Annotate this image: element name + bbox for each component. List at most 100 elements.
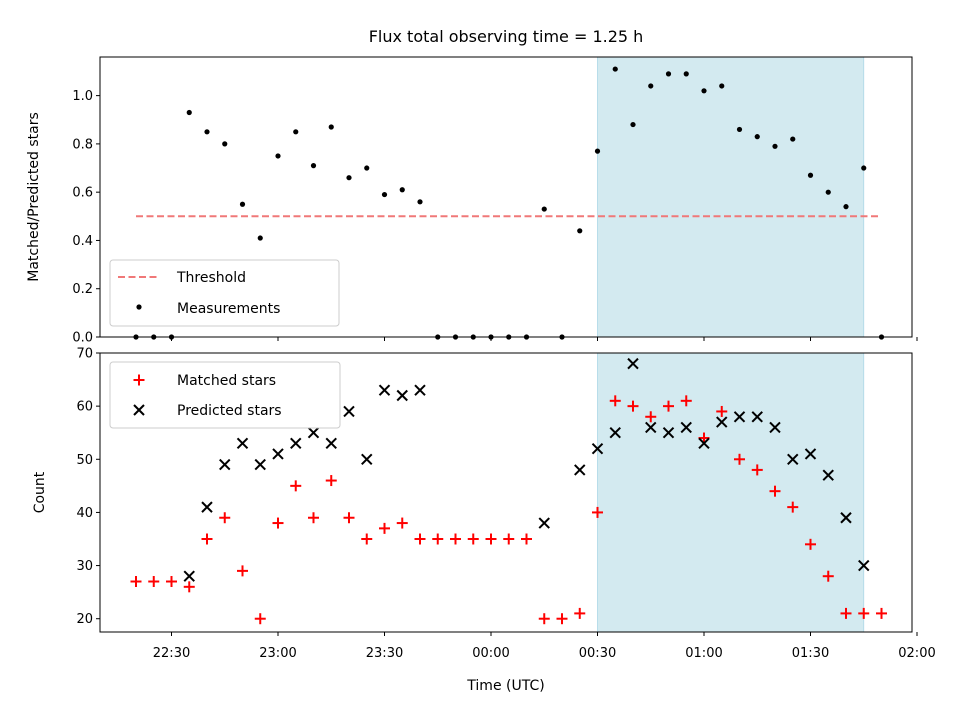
measurement-point bbox=[417, 199, 423, 205]
x-tick-label: 02:00 bbox=[898, 646, 935, 661]
matched-star-point bbox=[787, 501, 799, 513]
matched-star-point bbox=[414, 533, 426, 545]
matched-star-point bbox=[503, 533, 515, 545]
top-legend: Threshold Measurements bbox=[109, 259, 340, 327]
x-axis-label: Time (UTC) bbox=[466, 678, 544, 694]
bottom-y-axis-label: Count bbox=[32, 471, 48, 513]
measurement-point bbox=[275, 153, 281, 159]
predicted-star-point bbox=[751, 411, 763, 423]
measurement-point bbox=[399, 187, 405, 193]
predicted-star-point bbox=[272, 448, 284, 460]
top-y-ticks: 0.0 0.2 0.4 0.6 0.8 1.0 bbox=[72, 89, 100, 346]
bottom-x-ticks: 22:30 23:00 23:30 00:00 00:30 01:00 01:30 02:00 bbox=[153, 632, 936, 661]
y-tick-label: 0.6 bbox=[72, 186, 93, 201]
x-tick-label: 23:30 bbox=[366, 646, 403, 661]
matched-star-point bbox=[592, 506, 603, 518]
matched-star-point bbox=[645, 411, 657, 423]
bottom-legend-box bbox=[109, 361, 341, 429]
matched-star-point bbox=[396, 517, 408, 529]
bottom-panel: 20 30 40 50 60 70 22:30 23:00 23:30 00:00 00:30 01… bbox=[32, 347, 936, 695]
bottom-axes-frame bbox=[99, 352, 913, 633]
predicted-star-point bbox=[538, 517, 550, 529]
predicted-star-point bbox=[822, 469, 834, 481]
matched-star-point bbox=[432, 533, 444, 545]
matched-star-point bbox=[663, 400, 674, 412]
x-tick-label: 00:30 bbox=[579, 646, 616, 661]
y-tick-label: 60 bbox=[76, 400, 93, 415]
predicted-star-point bbox=[609, 427, 621, 439]
predicted-star-point bbox=[733, 411, 746, 423]
y-tick-label: 70 bbox=[76, 347, 93, 362]
predicted-star-point bbox=[787, 453, 799, 465]
measurement-point bbox=[577, 228, 583, 234]
predicted-star-point bbox=[236, 437, 249, 450]
top-shaded-region bbox=[597, 56, 865, 338]
measurement-point bbox=[257, 235, 263, 241]
top-axes-frame bbox=[99, 56, 913, 338]
x-tick-label: 01:30 bbox=[792, 646, 829, 661]
measurement-point bbox=[293, 129, 299, 135]
x-tick-label: 23:00 bbox=[259, 646, 296, 661]
matched-star-point bbox=[734, 453, 745, 465]
measurement-point bbox=[861, 165, 867, 171]
y-tick-label: 30 bbox=[76, 559, 93, 574]
matched-star-point bbox=[148, 576, 160, 588]
predicted-star-point bbox=[254, 458, 266, 471]
bottom-shaded-region bbox=[597, 352, 865, 633]
predicted-star-point bbox=[662, 427, 675, 439]
y-tick-label: 50 bbox=[76, 453, 93, 468]
measurement-point bbox=[381, 191, 388, 198]
matched-star-point bbox=[716, 405, 728, 417]
predicted-star-point bbox=[414, 384, 426, 396]
matched-star-point bbox=[751, 464, 763, 476]
matched-star-point bbox=[219, 512, 231, 524]
bottom-y-ticks: 20 30 40 50 60 70 bbox=[76, 347, 100, 627]
legend-predicted-label: Predicted stars bbox=[177, 403, 282, 419]
measurement-point bbox=[204, 129, 210, 135]
matched-star-point bbox=[858, 607, 870, 619]
matched-star-point bbox=[805, 538, 816, 550]
matched-star-point bbox=[272, 517, 284, 529]
measurement-point bbox=[701, 88, 707, 94]
matched-star-point bbox=[698, 432, 710, 444]
matched-star-point bbox=[627, 400, 639, 412]
predicted-star-point bbox=[361, 453, 373, 465]
matched-star-point bbox=[237, 565, 248, 577]
measurement-point bbox=[825, 189, 831, 195]
predicted-star-point bbox=[183, 570, 195, 582]
y-tick-label: 0.2 bbox=[72, 282, 93, 297]
matched-star-point bbox=[485, 533, 497, 545]
count-points bbox=[130, 357, 887, 625]
matched-star-point bbox=[130, 576, 142, 588]
predicted-star-point bbox=[307, 427, 320, 439]
measurement-point bbox=[630, 121, 636, 128]
legend-matched-swatch bbox=[133, 374, 145, 386]
predicted-star-point bbox=[698, 437, 710, 450]
matched-star-point bbox=[876, 607, 887, 619]
y-tick-label: 0.4 bbox=[72, 234, 93, 249]
chart-title: Flux total observing time = 1.25 h bbox=[369, 27, 644, 46]
measurement-point bbox=[648, 83, 654, 89]
matched-star-point bbox=[538, 613, 550, 625]
matched-star-point bbox=[467, 533, 479, 545]
measurement-point bbox=[186, 109, 192, 116]
legend-matched-label: Matched stars bbox=[177, 373, 276, 389]
matched-star-point bbox=[183, 581, 195, 593]
predicted-star-point bbox=[574, 464, 586, 476]
top-y-axis-label: Matched/Predicted stars bbox=[26, 112, 42, 282]
predicted-star-point bbox=[840, 512, 852, 524]
measurement-point bbox=[736, 126, 743, 133]
matched-star-point bbox=[166, 576, 177, 588]
x-tick-label: 01:00 bbox=[685, 646, 722, 661]
measurement-point bbox=[807, 172, 814, 178]
matched-star-point bbox=[325, 475, 337, 487]
predicted-star-point bbox=[591, 442, 604, 455]
measurement-point bbox=[541, 206, 547, 212]
measurement-point bbox=[772, 143, 778, 149]
predicted-star-point bbox=[219, 458, 231, 471]
legend-measurements-label: Measurements bbox=[177, 301, 280, 317]
y-tick-label: 40 bbox=[76, 506, 93, 521]
matched-star-point bbox=[450, 533, 461, 545]
matched-star-point bbox=[521, 533, 532, 545]
predicted-star-point bbox=[290, 437, 302, 450]
